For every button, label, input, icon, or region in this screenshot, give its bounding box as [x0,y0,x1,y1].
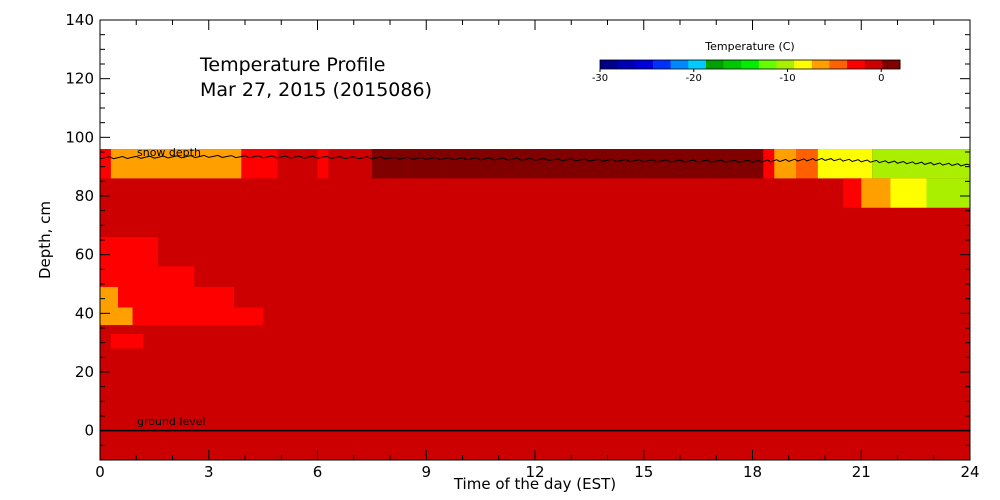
colorbar-swatch [882,60,901,69]
snow-depth-label: snow depth [137,146,201,159]
axes: 0 3 6 9 12 15 18 21 24 0 20 40 60 80 100 120 140 [65,11,979,481]
heatmap-cell [763,149,775,179]
colorbar-title: Temperature (C) [704,40,794,53]
heatmap-cells [100,149,970,349]
colorbar-swatch [776,60,795,69]
colorbar-swatch [652,60,672,69]
profile-lines [99,154,971,432]
heatmap-cell [774,149,796,179]
colorbar-swatch [600,60,619,69]
colorbar-swatch [741,60,760,69]
colorbar-tick-label: 0 [878,73,884,84]
x-tick-label: 12 [525,463,544,481]
colorbar-swatch [688,60,707,69]
colorbar-swatch [811,60,830,69]
y-tick-label: 0 [84,422,94,440]
x-tick-label: 15 [634,463,653,481]
heatmap-cell [100,307,133,326]
x-tick-label: 6 [313,463,323,481]
heatmap-cell [317,149,329,179]
heatmap-cell [444,149,554,179]
y-tick-label: 60 [75,246,94,264]
chart-labels: Temperature Profile Mar 27, 2015 (201508… [36,40,795,493]
x-tick-label: 21 [852,463,871,481]
heatmap-cell [796,149,818,179]
heatmap-cell [132,307,264,326]
colorbar-swatch [864,60,883,69]
heatmap-cell [843,178,862,208]
chart-subtitle: Mar 27, 2015 (2015086) [200,79,432,101]
colorbar-swatch [723,60,742,69]
colorbar-swatch [617,60,636,69]
heatmap-base [100,149,970,461]
colorbar-swatch [847,60,866,69]
colorbar-tick-label: -10 [779,73,795,84]
heatmap-cell [734,149,764,179]
heatmap-cell [926,178,970,208]
plot-background [100,149,970,461]
heatmap-cell [553,149,735,179]
colorbar: -30 -20 -10 0 [592,59,901,84]
heatmap-cell [408,149,445,179]
colorbar-swatch [705,60,725,69]
x-tick-label: 9 [421,463,431,481]
y-tick-label: 140 [65,11,94,29]
colorbar-swatch [670,60,689,69]
chart-title: Temperature Profile [199,54,385,76]
colorbar-swatch [829,60,848,69]
heatmap-cell [890,178,927,208]
x-tick-label: 24 [960,463,979,481]
y-tick-label: 100 [65,128,94,146]
colorbar-swatch [758,60,777,69]
heatmap-cell [110,149,202,179]
colorbar-swatch [635,60,654,69]
colorbar-tick-label: -30 [592,73,608,84]
x-tick-label: 3 [204,463,214,481]
snow-depth-line [99,154,971,167]
heatmap-cell [861,178,891,208]
heatmap-cell [110,333,144,349]
y-tick-label: 40 [75,304,94,322]
x-tick-label: 0 [95,463,105,481]
y-axis-title: Depth, cm [36,201,54,279]
y-tick-label: 20 [75,363,94,381]
heatmap-cell [201,149,242,179]
heatmap-cell [100,266,195,287]
ground-level-label: ground level [137,415,206,428]
x-tick-label: 18 [743,463,762,481]
heatmap-cell [371,149,409,179]
colorbar-tick-label: -20 [686,73,702,84]
y-tick-label: 80 [75,187,94,205]
colorbar-swatch [794,60,813,69]
heatmap-cell [241,149,264,179]
heatmap-cell [118,286,235,308]
heatmap-cell [872,149,970,179]
heatmap-cell [817,149,873,179]
colorbar-frame [599,59,901,70]
y-tick-label: 120 [65,70,94,88]
heatmap-cell [263,149,278,179]
heatmap-cell [100,286,119,308]
heatmap-cell [100,237,158,267]
x-axis-title: Time of the day (EST) [453,475,616,493]
heatmap-cell [100,149,111,179]
